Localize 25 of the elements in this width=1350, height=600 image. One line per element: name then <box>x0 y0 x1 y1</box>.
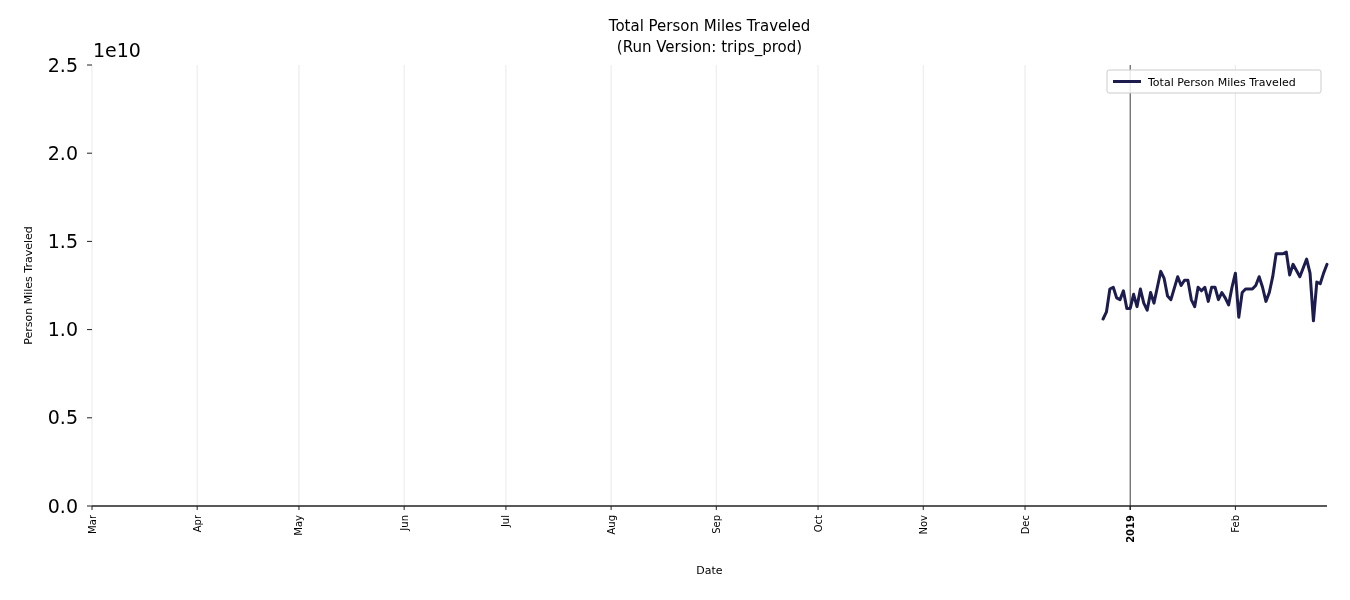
x-tick-label: Jun <box>398 515 410 532</box>
x-tick-label: May <box>293 514 305 536</box>
chart-title: Total Person Miles Traveled <box>607 17 811 35</box>
y-tick-label: 2.0 <box>47 141 78 164</box>
x-tick-label: 2019 <box>1124 514 1136 543</box>
text: 1e10 <box>93 39 141 61</box>
y-tick-label: 2.5 <box>47 53 78 76</box>
y-tick-label: 1.0 <box>47 318 78 341</box>
legend-label: Total Person Miles Traveled <box>1147 75 1296 89</box>
x-tick-label: Mar <box>86 514 98 534</box>
x-tick-label: Apr <box>191 514 203 533</box>
y-tick-label: 0.5 <box>47 406 78 429</box>
y-tick-label: 1.5 <box>47 229 78 252</box>
x-tick-label: Nov <box>917 514 929 535</box>
y-tick-label: 0.0 <box>47 494 78 517</box>
y-axis-title: Person Miles Traveled <box>22 226 35 345</box>
line-series <box>1101 250 1329 323</box>
x-tick-label: Dec <box>1019 515 1031 535</box>
x-tick-label: Feb <box>1229 515 1241 533</box>
x-tick-label: Jul <box>500 515 512 529</box>
x-axis-title: Date <box>696 564 723 577</box>
x-tick-label: Oct <box>812 514 824 533</box>
x-tick-label: Sep <box>710 515 722 534</box>
x-tick-label: Aug <box>605 515 617 535</box>
chart-subtitle: (Run Version: trips_prod) <box>616 38 803 57</box>
